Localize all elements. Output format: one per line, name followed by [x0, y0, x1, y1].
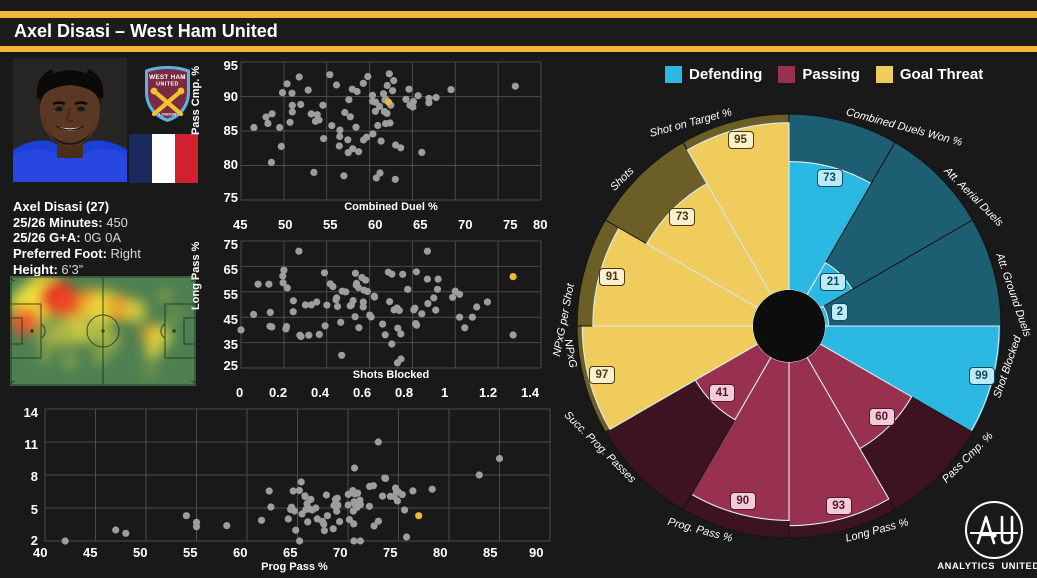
- svg-text:WEST HAM: WEST HAM: [149, 74, 186, 81]
- svg-text:LONDON: LONDON: [159, 112, 176, 117]
- svg-text:UNITED: UNITED: [156, 82, 179, 88]
